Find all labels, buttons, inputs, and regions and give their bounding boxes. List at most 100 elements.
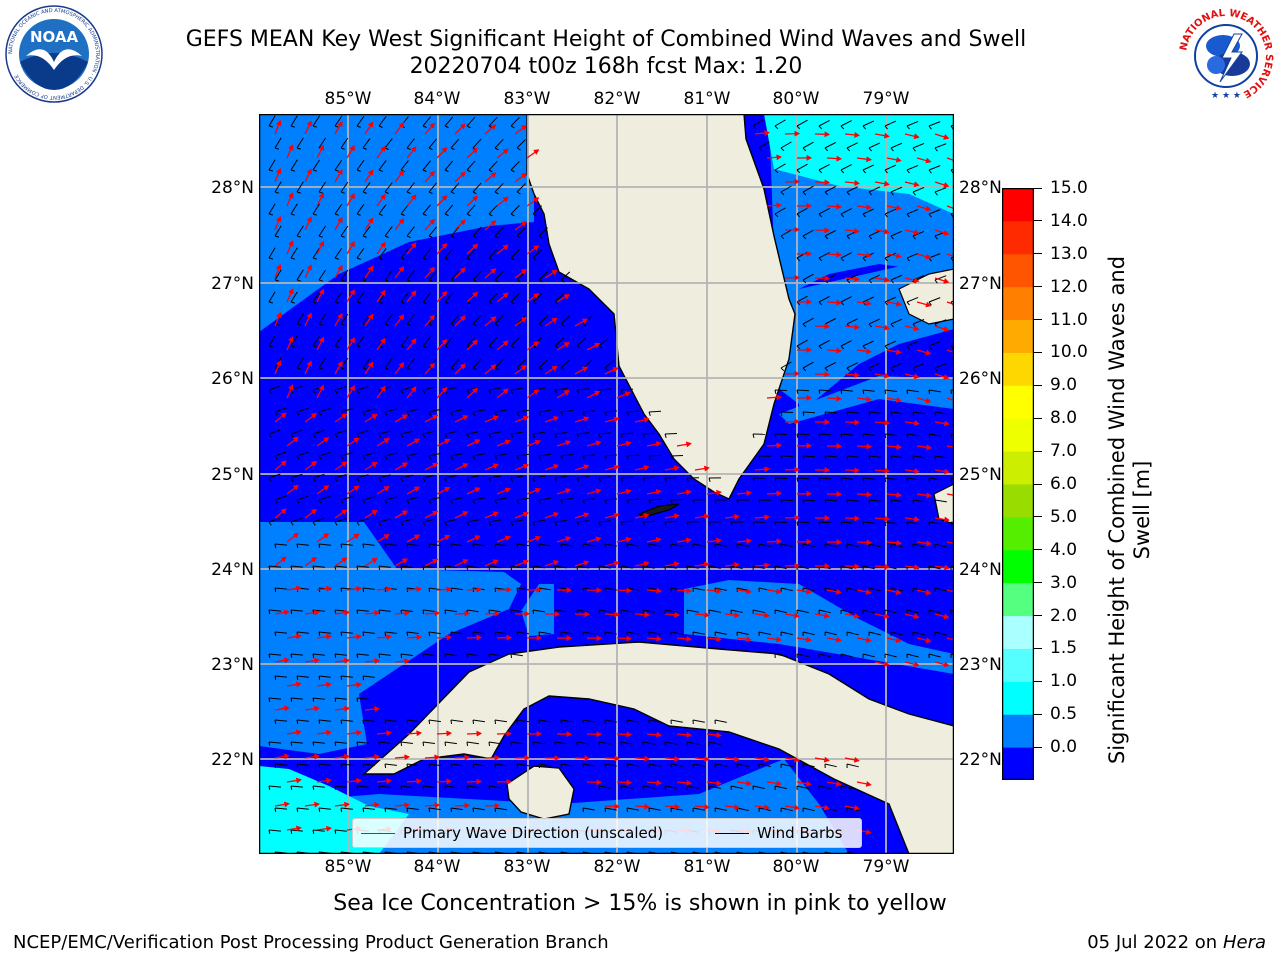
wave-arrow-head bbox=[925, 205, 932, 212]
wind-barb bbox=[884, 609, 897, 614]
wind-barb bbox=[532, 475, 545, 479]
wind-barb bbox=[648, 807, 661, 811]
wave-arrow-head bbox=[854, 180, 860, 186]
wave-arrow-head bbox=[793, 804, 800, 811]
wave-arrow-head bbox=[793, 612, 800, 619]
lon-label-top: 82°W bbox=[593, 89, 641, 109]
wind-barb bbox=[378, 653, 391, 656]
wind-barb bbox=[664, 785, 677, 789]
wave-arrow-head bbox=[295, 681, 302, 688]
colorbar-segment bbox=[1002, 582, 1034, 617]
wind-barb bbox=[494, 314, 504, 325]
lat-label-right: 28°N bbox=[959, 178, 1002, 198]
wave-arrow-head bbox=[464, 754, 471, 761]
wind-barb-flag bbox=[494, 851, 496, 854]
wave-arrow-head bbox=[716, 489, 722, 496]
wave-arrow-head bbox=[895, 589, 902, 595]
wind-barb-flag bbox=[318, 323, 323, 326]
wave-arrow-head bbox=[806, 155, 813, 161]
wind-barb bbox=[450, 631, 463, 635]
wind-barb bbox=[626, 498, 640, 501]
wave-arrow-head bbox=[794, 226, 801, 233]
wind-barb-flag bbox=[642, 477, 645, 482]
wind-barb bbox=[890, 274, 903, 281]
wind-barb bbox=[818, 609, 831, 614]
wind-barb-flag bbox=[510, 301, 515, 305]
wind-barb-flag bbox=[268, 697, 271, 702]
wave-arrow-head bbox=[506, 634, 513, 641]
wave-arrow-head bbox=[583, 512, 590, 518]
wind-barb bbox=[268, 785, 282, 788]
wind-barb bbox=[274, 407, 287, 413]
wind-barb bbox=[802, 763, 815, 768]
wind-barb bbox=[510, 387, 523, 391]
wind-barb bbox=[774, 565, 787, 570]
wind-barb-flag bbox=[312, 125, 317, 128]
wind-barb bbox=[516, 139, 526, 149]
wind-barb bbox=[428, 719, 441, 723]
wind-barb bbox=[428, 763, 441, 767]
wind-barb-flag bbox=[890, 279, 894, 284]
wave-arrow-head bbox=[283, 801, 290, 808]
wind-barb bbox=[384, 182, 393, 193]
wind-barb-flag bbox=[312, 213, 317, 216]
wind-barb-flag bbox=[450, 367, 455, 371]
wind-barb-flag bbox=[510, 653, 512, 659]
wind-barb-flag bbox=[318, 719, 321, 724]
footer-credit: NCEP/EMC/Verification Post Processing Pr… bbox=[13, 932, 609, 953]
wave-arrow-head bbox=[824, 323, 831, 330]
wave-arrow-head bbox=[853, 805, 860, 811]
wave-arrow-head bbox=[563, 294, 570, 300]
footer-host: Hera bbox=[1222, 932, 1266, 953]
wind-barb-flag bbox=[312, 697, 315, 702]
wave-arrow-head bbox=[368, 121, 374, 128]
wind-barb bbox=[692, 719, 705, 723]
wind-barb bbox=[444, 565, 457, 569]
wave-arrow-head bbox=[943, 374, 950, 380]
wind-barb-flag bbox=[532, 433, 536, 438]
wind-barb-flag bbox=[466, 433, 470, 438]
wind-barb-flag bbox=[356, 433, 360, 438]
wind-barb-flag bbox=[538, 851, 540, 854]
wave-arrow-head bbox=[806, 203, 813, 209]
wind-barb bbox=[934, 275, 947, 281]
wind-barb-flag bbox=[400, 521, 404, 526]
wind-barb bbox=[356, 291, 365, 303]
wave-arrow-head bbox=[836, 203, 843, 210]
wave-arrow-head bbox=[306, 360, 312, 367]
wind-barb bbox=[642, 565, 655, 569]
wind-barb bbox=[494, 409, 507, 413]
wind-barb-flag bbox=[488, 521, 492, 526]
wind-barb bbox=[906, 296, 919, 303]
wave-arrow-head bbox=[344, 705, 350, 712]
wind-barb-flag bbox=[406, 235, 411, 239]
wave-arrow-head bbox=[746, 490, 752, 496]
wave-arrow-head bbox=[306, 168, 312, 175]
wind-barb-flag bbox=[796, 257, 801, 262]
wind-barb bbox=[736, 763, 749, 767]
wind-barb-flag bbox=[868, 455, 871, 460]
wave-arrow-head bbox=[444, 487, 451, 492]
colorbar-segment bbox=[1002, 714, 1034, 748]
wave-arrow-head bbox=[523, 415, 529, 422]
wave-arrow-head bbox=[625, 536, 632, 543]
wind-barb-flag bbox=[862, 345, 866, 350]
wind-barb-flag bbox=[296, 675, 299, 680]
wind-barb-flag bbox=[268, 829, 271, 834]
wave-arrow-head bbox=[535, 535, 542, 542]
wind-barb bbox=[516, 315, 526, 325]
wave-arrow-head bbox=[344, 609, 350, 616]
wave-arrow-head bbox=[432, 510, 439, 516]
wind-barb-flag bbox=[406, 455, 410, 460]
wind-barb-flag bbox=[472, 499, 476, 504]
wind-barb bbox=[884, 296, 897, 303]
wind-barb-flag bbox=[494, 323, 499, 327]
wind-barb-flag bbox=[312, 169, 317, 172]
wind-barb-flag bbox=[824, 191, 829, 196]
wind-barb-flag bbox=[312, 521, 316, 526]
wind-barb bbox=[450, 138, 460, 149]
wave-arrow-head bbox=[925, 157, 932, 164]
wind-barb-flag bbox=[488, 257, 493, 261]
wave-arrow-head bbox=[794, 562, 801, 569]
wind-barb bbox=[912, 587, 925, 592]
